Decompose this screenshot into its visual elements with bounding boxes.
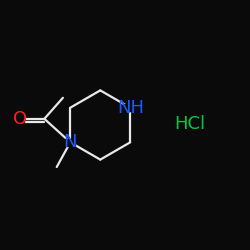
- Text: HCl: HCl: [174, 115, 206, 133]
- Text: O: O: [12, 110, 27, 128]
- Text: N: N: [64, 133, 77, 151]
- Text: NH: NH: [117, 99, 144, 117]
- Bar: [15, 115, 24, 122]
- Bar: [65, 139, 75, 146]
- Bar: [124, 104, 137, 111]
